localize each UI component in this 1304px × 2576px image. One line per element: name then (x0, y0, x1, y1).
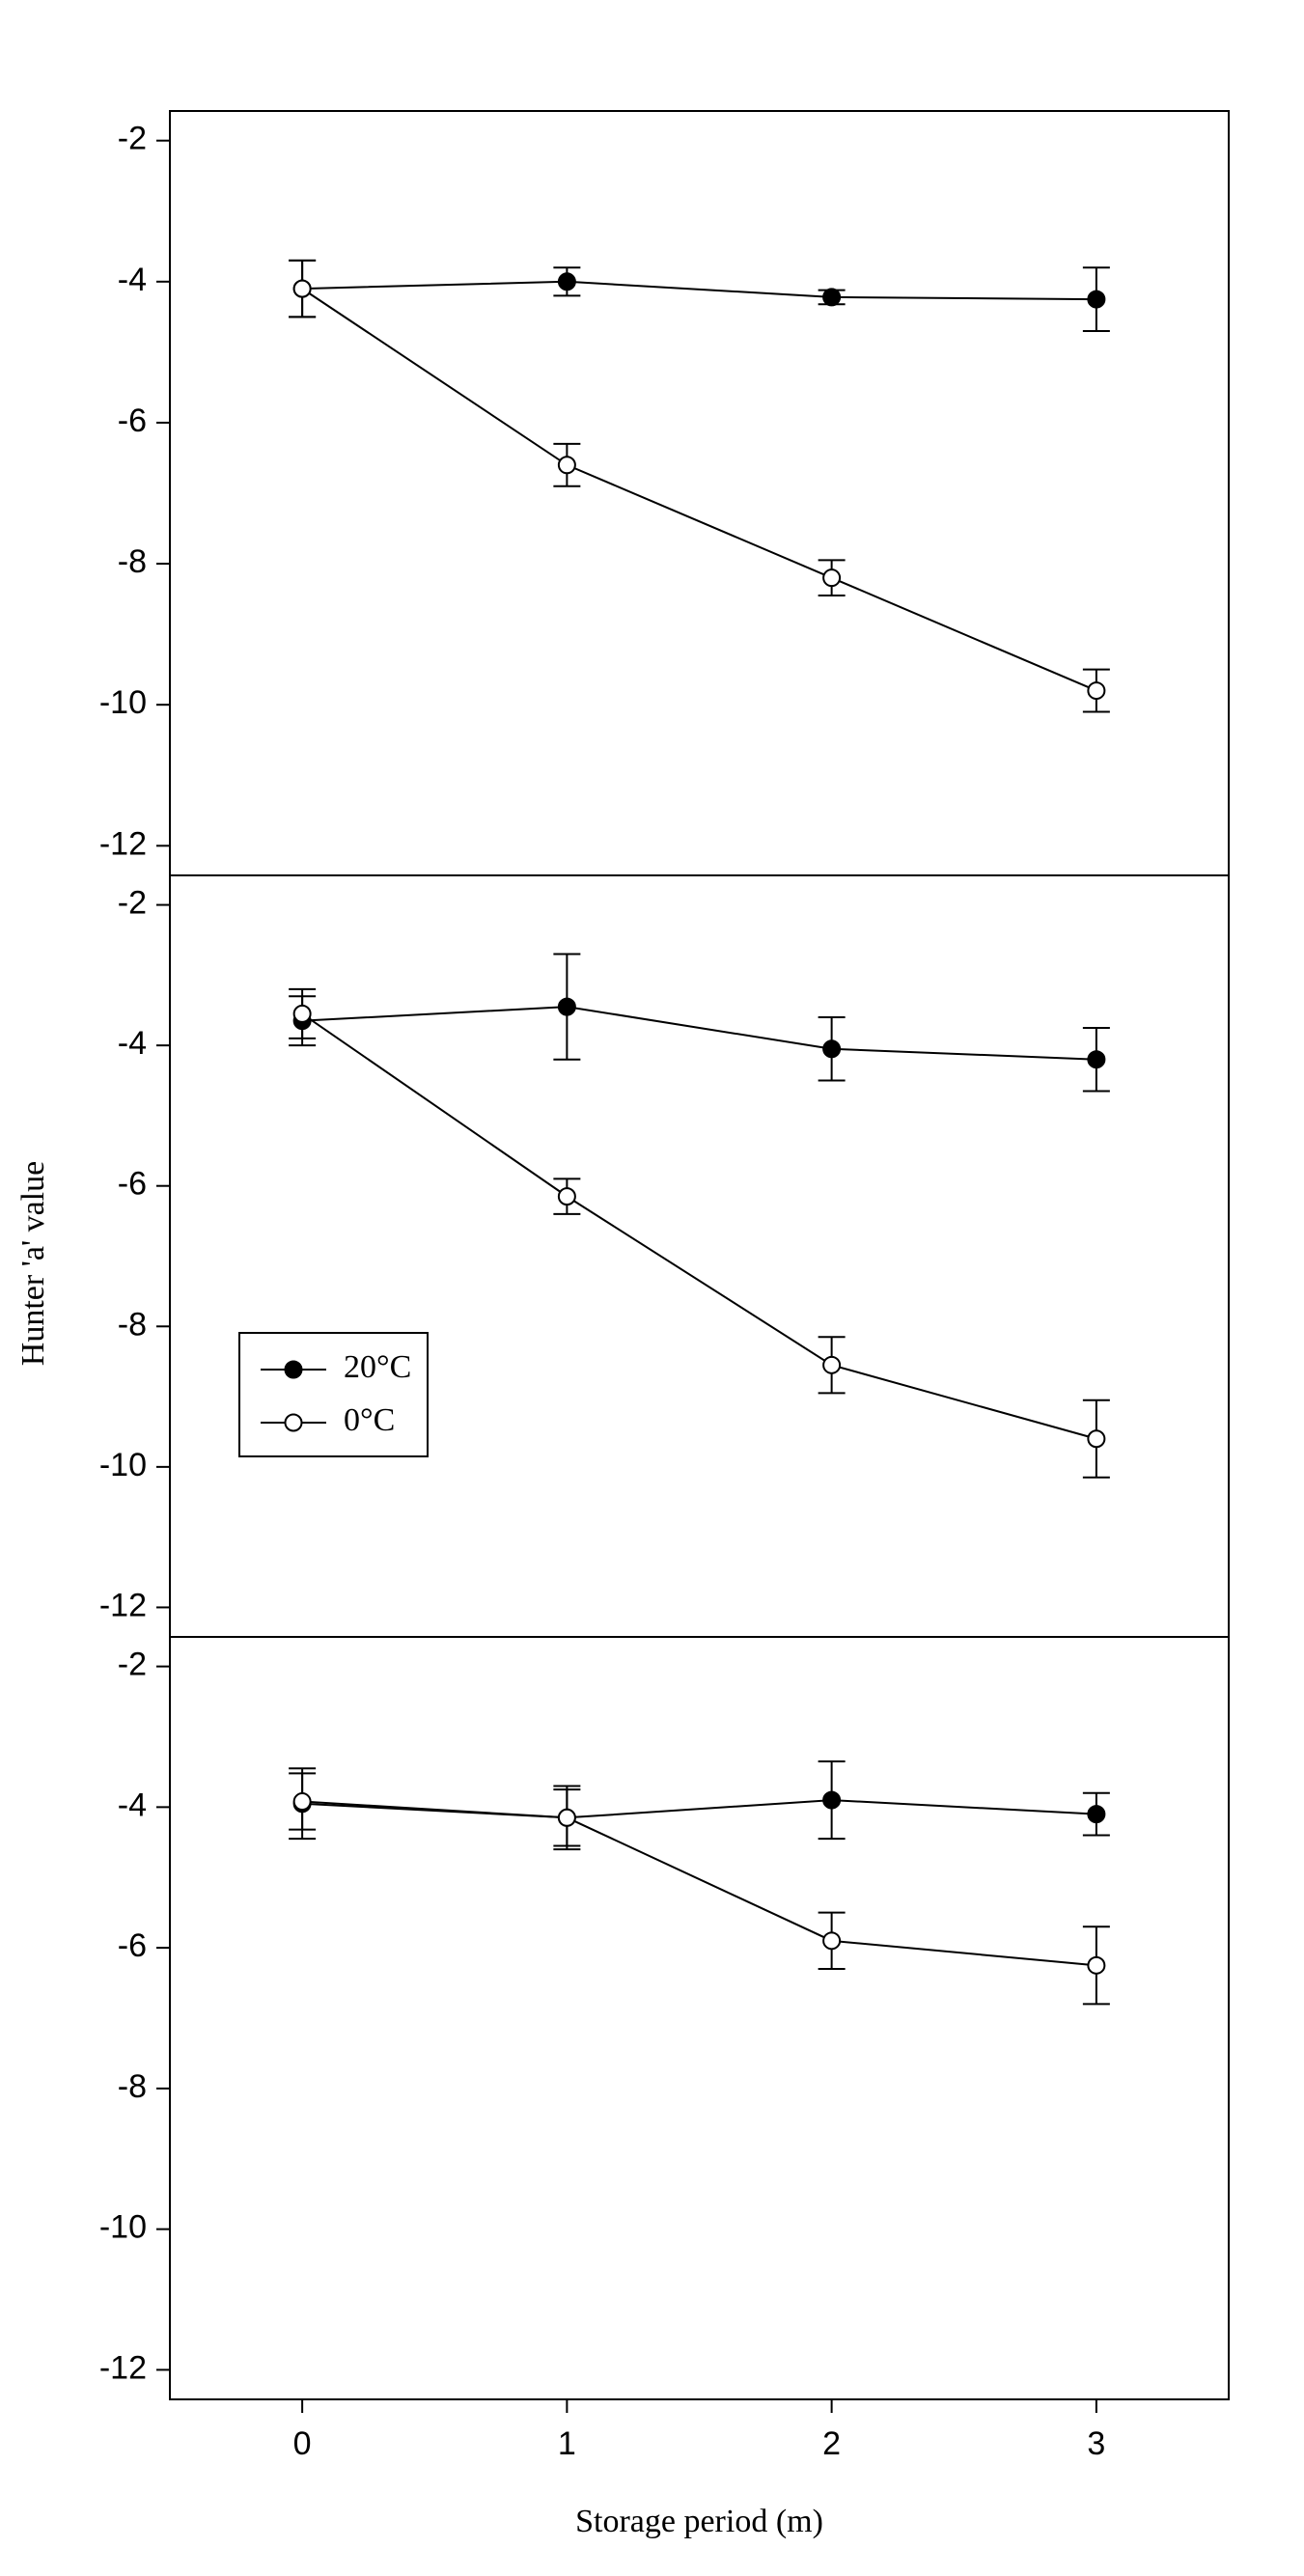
y-axis-label: Hunter 'a' value (15, 1161, 51, 1366)
marker (822, 1931, 842, 1951)
legend-label: 0°C (344, 1402, 395, 1438)
marker (1087, 290, 1106, 309)
marker (1087, 1050, 1106, 1069)
x-tick-label: 3 (1087, 2425, 1105, 2462)
y-tick-label: -10 (99, 2209, 147, 2246)
legend-marker (284, 1360, 303, 1379)
x-tick-label: 0 (293, 2425, 312, 2462)
marker (557, 456, 576, 475)
y-tick-label: -4 (118, 262, 147, 298)
y-tick-label: -2 (118, 121, 147, 157)
y-tick-label: -10 (99, 1447, 147, 1483)
marker (822, 288, 842, 307)
marker (1087, 681, 1106, 701)
series-line (302, 1006, 1096, 1061)
marker (822, 1355, 842, 1374)
marker (557, 1808, 576, 1827)
marker (1087, 1429, 1106, 1449)
x-tick-label: 2 (822, 2425, 841, 2462)
series-line (302, 1799, 1096, 1819)
x-tick-label: 1 (558, 2425, 576, 2462)
x-axis-label: Storage period (m) (575, 2504, 823, 2539)
series-line (301, 1012, 1097, 1440)
series-line (302, 1800, 1096, 1967)
y-tick-label: -12 (99, 825, 147, 862)
y-tick-label: -8 (118, 2068, 147, 2105)
marker (1087, 1805, 1106, 1824)
y-tick-label: -4 (118, 1025, 147, 1062)
marker (292, 1792, 312, 1812)
y-tick-label: -4 (118, 1787, 147, 1823)
y-tick-label: -6 (118, 1927, 147, 1964)
marker (822, 1039, 842, 1059)
marker (292, 1004, 312, 1023)
y-tick-label: -10 (99, 684, 147, 721)
y-tick-label: -8 (118, 1306, 147, 1343)
legend-marker (284, 1413, 303, 1432)
y-tick-label: -6 (118, 1166, 147, 1203)
marker (822, 1790, 842, 1810)
plot-frame (169, 874, 1230, 1638)
y-tick-label: -6 (118, 402, 147, 439)
y-tick-label: -2 (118, 885, 147, 922)
marker (557, 1187, 576, 1206)
marker (822, 568, 842, 588)
series-line (301, 288, 1097, 692)
series-line (302, 280, 1096, 301)
marker (292, 279, 312, 298)
legend-box (238, 1332, 429, 1457)
y-tick-label: -2 (118, 1647, 147, 1683)
y-tick-label: -12 (99, 2349, 147, 2386)
plot-frame (169, 1636, 1230, 2400)
y-tick-label: -8 (118, 543, 147, 580)
marker (557, 272, 576, 291)
legend-label: 20°C (344, 1349, 411, 1385)
y-tick-label: -12 (99, 1587, 147, 1623)
plot-frame (169, 110, 1230, 876)
marker (557, 997, 576, 1016)
marker (1087, 1955, 1106, 1975)
